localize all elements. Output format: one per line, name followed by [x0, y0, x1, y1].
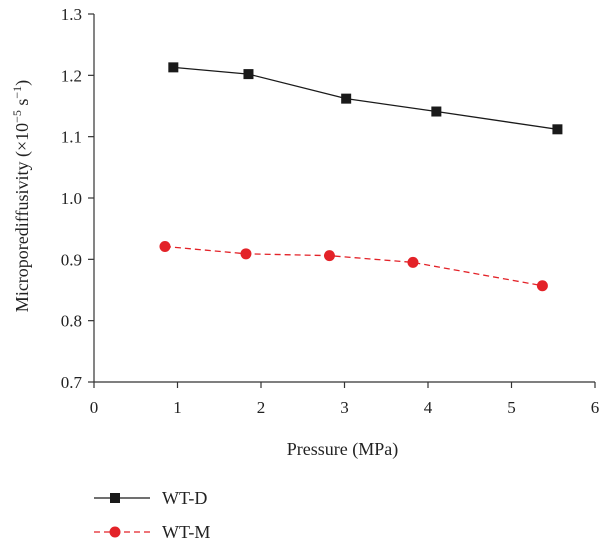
plot-area	[159, 62, 563, 292]
y-tick-label: 1.3	[61, 5, 82, 24]
data-point-wt-d	[243, 69, 254, 80]
y-axis-title-prefix: Microporediffusivity (×10	[12, 123, 33, 312]
y-axis-title-suffix: )	[12, 80, 33, 86]
y-tick-label: 1.1	[61, 128, 82, 147]
legend-marker-wt-m	[109, 526, 121, 538]
x-tick-label: 4	[424, 398, 433, 417]
y-tick-label: 0.9	[61, 250, 82, 269]
y-tick-label: 1.0	[61, 189, 82, 208]
y-axis-title: Microporediffusivity (×10−5 s−1)	[10, 80, 33, 312]
y-axis-title-mid: s	[12, 99, 32, 111]
data-point-wt-d	[431, 106, 442, 117]
series-line-wt-d	[173, 66, 558, 130]
y-tick-label: 0.7	[61, 373, 83, 392]
legend-label-wt-m: WT-M	[162, 522, 210, 542]
y-axis-title-exp2: −1	[10, 86, 24, 99]
x-tick-label: 0	[90, 398, 99, 417]
x-ticks: 0 1 2 3 4 5 6	[90, 382, 600, 417]
legend-label-wt-d: WT-D	[162, 488, 207, 508]
x-tick-label: 2	[257, 398, 266, 417]
x-tick-label: 6	[591, 398, 600, 417]
legend-marker-wt-d	[110, 493, 120, 503]
data-point-wt-m	[407, 256, 419, 268]
data-point-wt-d	[341, 93, 352, 104]
y-axis-title-exp1: −5	[10, 110, 24, 123]
data-point-wt-m	[323, 250, 335, 262]
data-point-wt-d	[552, 124, 563, 135]
x-tick-label: 3	[340, 398, 349, 417]
legend: WT-D WT-M	[94, 488, 210, 542]
x-tick-label: 5	[507, 398, 516, 417]
y-tick-label: 0.8	[61, 312, 82, 331]
x-axis-title: Pressure (MPa)	[287, 439, 398, 460]
data-point-wt-m	[159, 240, 171, 252]
series-line-wt-m	[164, 245, 543, 287]
y-tick-label: 1.2	[61, 66, 82, 85]
x-tick-label: 1	[173, 398, 182, 417]
data-point-wt-d	[168, 62, 179, 73]
data-point-wt-m	[240, 248, 252, 260]
y-ticks: 0.7 0.8 0.9 1.0 1.1 1.2 1.3	[61, 5, 94, 392]
data-point-wt-m	[536, 280, 548, 292]
